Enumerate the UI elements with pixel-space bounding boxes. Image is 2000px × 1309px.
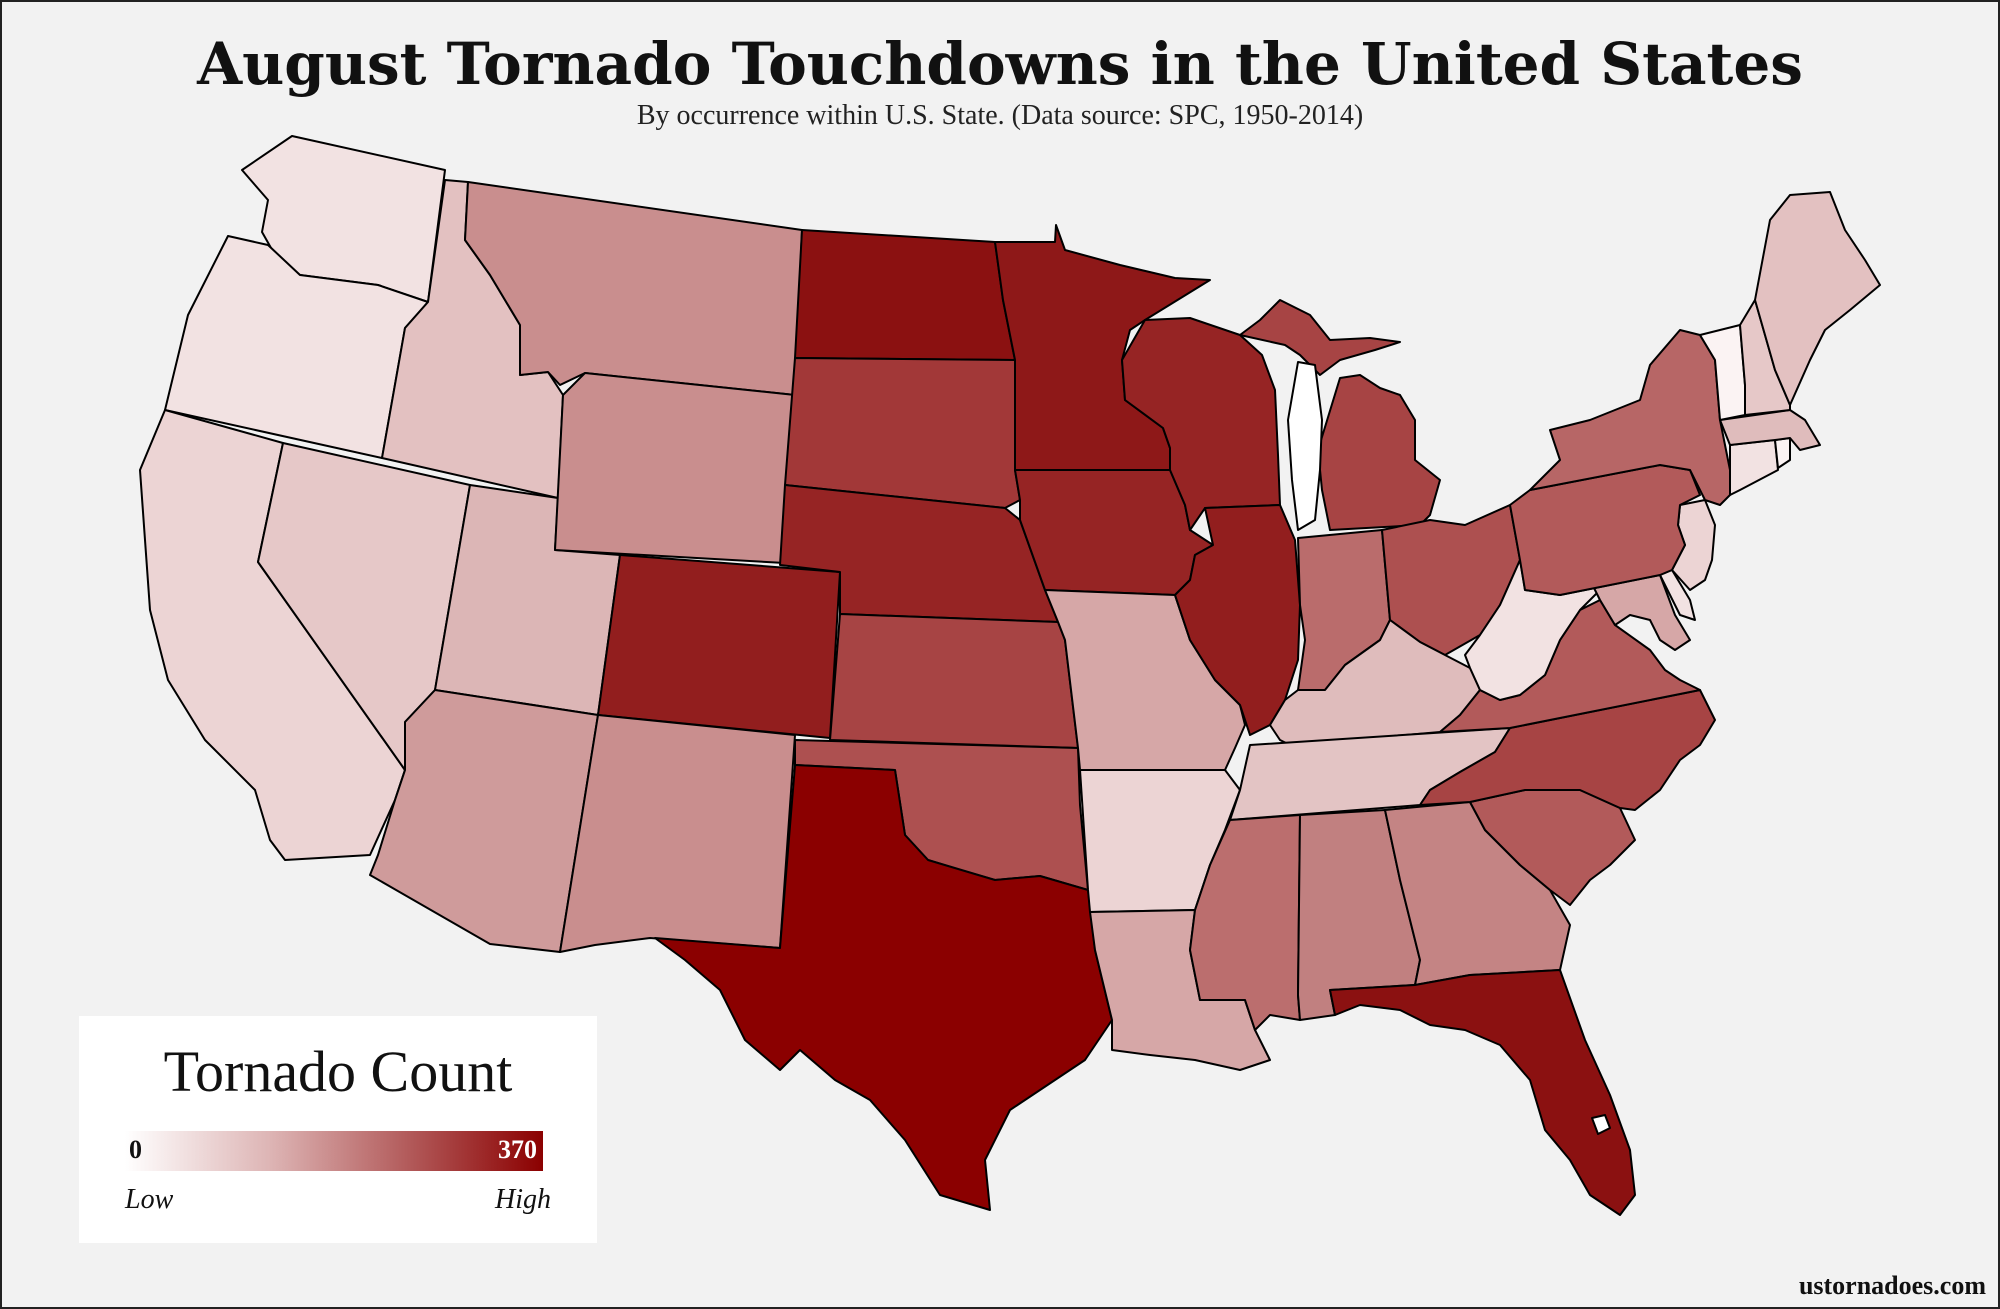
lake-okeechobee xyxy=(1591,1114,1611,1135)
state-texas xyxy=(654,764,1113,1211)
state-rhode-island xyxy=(1774,437,1791,469)
state-arizona xyxy=(369,689,599,953)
map-subtitle: By occurrence within U.S. State. (Data s… xyxy=(636,100,1364,131)
lake-michigan xyxy=(1287,361,1323,531)
state-north-carolina xyxy=(1419,689,1716,811)
state-massachusetts xyxy=(1719,409,1821,451)
legend-title: Tornado Count xyxy=(163,1039,513,1104)
legend-color-scale: 0 370 xyxy=(125,1131,543,1171)
state-maine xyxy=(1754,191,1881,406)
map-title: August Tornado Touchdowns in the United … xyxy=(197,30,1803,98)
legend: Tornado Count 0 370 Low High xyxy=(79,1016,597,1243)
state-south-dakota xyxy=(784,357,1021,509)
state-connecticut xyxy=(1729,439,1779,496)
state-minnesota xyxy=(994,224,1211,471)
legend-low-label: Low xyxy=(125,1184,174,1215)
state-north-dakota xyxy=(794,229,1016,361)
state-wyoming xyxy=(554,372,796,564)
legend-high-label: High xyxy=(495,1184,551,1215)
state-illinois xyxy=(1174,504,1301,736)
state-colorado xyxy=(597,554,841,739)
state-maryland xyxy=(1559,574,1691,651)
source-credit: ustornadoes.com xyxy=(1798,1271,1986,1300)
state-florida xyxy=(1329,969,1636,1216)
state-michigan xyxy=(1239,299,1441,531)
state-wisconsin xyxy=(1121,317,1281,531)
state-new-mexico xyxy=(559,714,796,953)
state-west-virginia xyxy=(1464,559,1606,701)
legend-max-value: 370 xyxy=(498,1135,537,1164)
state-kansas xyxy=(829,613,1079,749)
legend-min-value: 0 xyxy=(129,1135,142,1164)
